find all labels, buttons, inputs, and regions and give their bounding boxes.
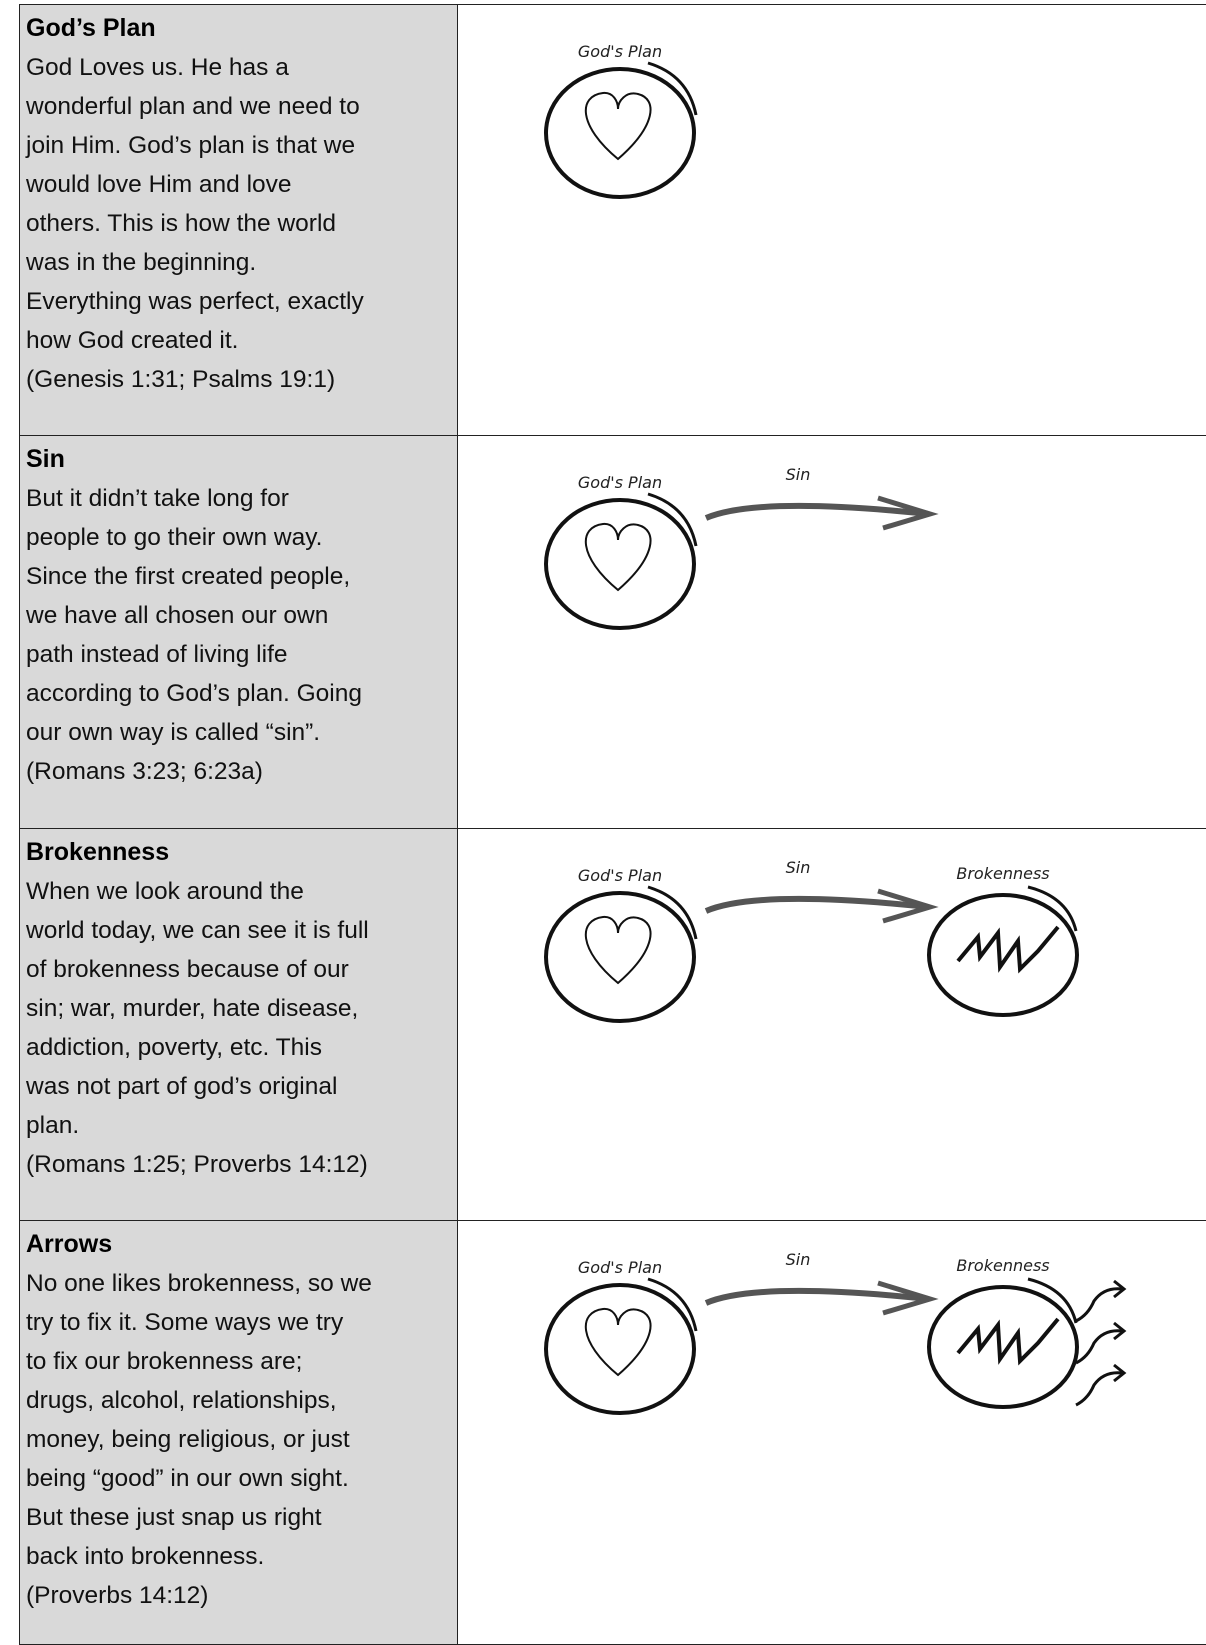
sin-arrow bbox=[704, 1287, 929, 1306]
table-row: God’s Plan God Loves us. He has a wonderfu… bbox=[19, 5, 1206, 436]
body-line: world today, we can see it is full bbox=[26, 917, 369, 944]
escape-arrowhead bbox=[1113, 1279, 1127, 1299]
diagram: God's Plan bbox=[544, 42, 698, 199]
sin-arrowhead bbox=[877, 888, 939, 924]
sin-arrow bbox=[704, 502, 929, 521]
sin-arrowhead bbox=[877, 1280, 939, 1316]
sin-label: Sin bbox=[786, 858, 811, 877]
row-title: Sin bbox=[26, 445, 65, 473]
plan-label: God's Plan bbox=[578, 473, 662, 492]
table-row: Brokenness When we look around the world t… bbox=[19, 829, 1206, 1221]
diagram: God's Plan Sin Brokenness bbox=[544, 1250, 1127, 1415]
sin-arrowhead bbox=[877, 495, 939, 531]
brokenness-circle bbox=[927, 893, 1079, 1017]
brokenness-circle bbox=[927, 1285, 1079, 1409]
body-line: plan. bbox=[26, 1112, 80, 1139]
body-line: was not part of god’s original bbox=[26, 1073, 338, 1100]
text-cell: Brokenness When we look around the world t… bbox=[19, 829, 458, 1220]
table-row: Arrows No one likes brokenness, so we try … bbox=[19, 1221, 1206, 1645]
body-line: Since the first created people, bbox=[26, 563, 351, 590]
body-line: When we look around the bbox=[26, 878, 304, 905]
body-line: how God created it. bbox=[26, 327, 239, 354]
reference: (Genesis 1:31; Psalms 19:1) bbox=[26, 366, 336, 393]
escape-arrow bbox=[1075, 1287, 1123, 1323]
body-line: path instead of living life bbox=[26, 641, 288, 668]
heart bbox=[584, 522, 652, 592]
escape-arrow bbox=[1075, 1329, 1123, 1365]
body-line: drugs, alcohol, relationships, bbox=[26, 1387, 337, 1414]
zigzag bbox=[956, 925, 1060, 974]
row-title: Brokenness bbox=[26, 838, 170, 866]
body-line: according to God’s plan. Going bbox=[26, 680, 362, 707]
diagram-cell: God's Plan Sin Brokenness bbox=[458, 1221, 1206, 1644]
body-line: being “good” in our own sight. bbox=[26, 1465, 349, 1492]
table-row: Sin But it didn’t take long for people to … bbox=[19, 436, 1206, 829]
diagram-cell: God's Plan Sin bbox=[458, 436, 1206, 828]
body-line: money, being religious, or just bbox=[26, 1426, 350, 1453]
heart bbox=[584, 1307, 652, 1377]
brokenness-arc bbox=[1027, 885, 1078, 932]
body-line: people to go their own way. bbox=[26, 524, 323, 551]
body-line: was in the beginning. bbox=[26, 249, 257, 276]
sin-label: Sin bbox=[786, 465, 811, 484]
plan-label: God's Plan bbox=[578, 42, 662, 61]
body-line: No one likes brokenness, so we bbox=[26, 1270, 372, 1297]
brokenness-label: Brokenness bbox=[956, 864, 1049, 883]
body-line: try to fix it. Some ways we try bbox=[26, 1309, 344, 1336]
body-line: God Loves us. He has a bbox=[26, 54, 289, 81]
body-line: But these just snap us right bbox=[26, 1504, 322, 1531]
sin-arrow bbox=[704, 895, 929, 914]
heart bbox=[584, 91, 652, 161]
plan-circle bbox=[544, 67, 696, 199]
plan-circle bbox=[544, 1283, 696, 1415]
plan-circle bbox=[544, 891, 696, 1023]
body-line: to fix our brokenness are; bbox=[26, 1348, 303, 1375]
escape-arrowhead bbox=[1113, 1363, 1127, 1383]
diagram-cell: God's Plan Sin Brokenness bbox=[458, 829, 1206, 1220]
plan-arc bbox=[647, 61, 698, 116]
text-cell: Sin But it didn’t take long for people to … bbox=[19, 436, 458, 828]
sin-label: Sin bbox=[786, 1250, 811, 1269]
text-cell: Arrows No one likes brokenness, so we try … bbox=[19, 1221, 458, 1644]
body-line: others. This is how the world bbox=[26, 210, 337, 237]
escape-arrowhead bbox=[1113, 1321, 1127, 1341]
plan-label: God's Plan bbox=[578, 1258, 662, 1277]
reference: (Romans 3:23; 6:23a) bbox=[26, 758, 263, 785]
body-line: addiction, poverty, etc. This bbox=[26, 1034, 322, 1061]
plan-arc bbox=[647, 885, 698, 940]
body-line: would love Him and love bbox=[26, 171, 292, 198]
diagram: God's Plan Sin bbox=[544, 465, 939, 630]
text-cell: God’s Plan God Loves us. He has a wonderfu… bbox=[19, 5, 458, 435]
body-line: wonderful plan and we need to bbox=[26, 93, 360, 120]
body-line: back into brokenness. bbox=[26, 1543, 265, 1570]
reference: (Romans 1:25; Proverbs 14:12) bbox=[26, 1151, 368, 1178]
body-line: sin; war, murder, hate disease, bbox=[26, 995, 359, 1022]
row-title: God’s Plan bbox=[26, 14, 156, 42]
plan-circle bbox=[544, 498, 696, 630]
plan-label: God's Plan bbox=[578, 866, 662, 885]
diagram-cell: God's Plan bbox=[458, 5, 1206, 435]
body-line: Everything was perfect, exactly bbox=[26, 288, 364, 315]
zigzag bbox=[956, 1317, 1060, 1366]
heart bbox=[584, 915, 652, 985]
body-line: of brokenness because of our bbox=[26, 956, 349, 983]
row-title: Arrows bbox=[26, 1230, 113, 1258]
escape-arrow bbox=[1075, 1371, 1123, 1407]
brokenness-label: Brokenness bbox=[956, 1256, 1049, 1275]
reference: (Proverbs 14:12) bbox=[26, 1582, 209, 1609]
body-line: we have all chosen our own bbox=[26, 602, 329, 629]
body-line: our own way is called “sin”. bbox=[26, 719, 321, 746]
diagram: God's Plan Sin Brokenness bbox=[544, 858, 1079, 1023]
plan-arc bbox=[647, 492, 698, 547]
brokenness-arc bbox=[1027, 1277, 1078, 1324]
body-line: But it didn’t take long for bbox=[26, 485, 289, 512]
body-line: join Him. God’s plan is that we bbox=[26, 132, 356, 159]
plan-arc bbox=[647, 1277, 698, 1332]
table: God’s Plan God Loves us. He has a wonderfu… bbox=[19, 4, 1206, 1645]
